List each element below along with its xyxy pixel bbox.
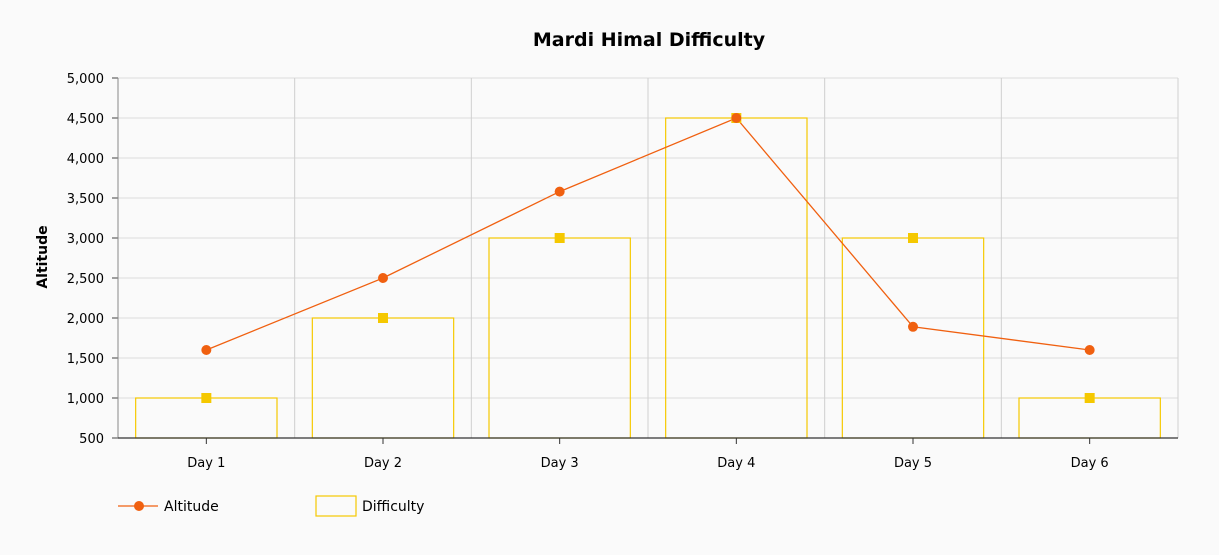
grid — [118, 77, 1179, 438]
altitude-point — [201, 345, 212, 355]
difficulty-point — [554, 233, 565, 243]
altitude-line — [206, 117, 1090, 351]
x-tick-label: Day 6 — [1071, 456, 1109, 471]
axes — [112, 77, 1178, 444]
y-tick-label: 2,000 — [67, 312, 104, 327]
altitude-point — [554, 186, 565, 197]
series-markers — [201, 113, 1095, 403]
x-tick-label: Day 5 — [894, 456, 932, 471]
legend[interactable]: Altitude Difficulty — [118, 495, 424, 517]
difficulty-bar — [311, 317, 455, 439]
legend-item-difficulty[interactable]: Difficulty — [315, 495, 424, 517]
altitude-point — [1084, 345, 1095, 355]
y-tick-label: 4,000 — [67, 152, 104, 167]
altitude-point — [908, 321, 918, 332]
legend-difficulty-label: Difficulty — [362, 499, 424, 515]
difficulty-bar — [488, 237, 631, 439]
difficulty-bar — [1018, 397, 1161, 439]
difficulty-bar — [135, 397, 278, 439]
altitude-point — [378, 273, 388, 283]
legend-altitude-marker — [134, 501, 144, 511]
y-tick-label: 3,500 — [67, 192, 104, 207]
y-tick-label: 2,500 — [67, 272, 104, 287]
legend-altitude-label: Altitude — [164, 499, 219, 515]
x-tick-labels: Day 1 Day 2 Day 3 Day 4 Day 5 Day 6 — [187, 456, 1108, 471]
altitude-polyline — [206, 117, 1090, 351]
y-tick-labels: 500 1,000 1,500 2,000 2,500 3,000 3,500 4,000 4,… — [67, 72, 104, 447]
difficulty-point — [378, 313, 388, 323]
y-axis-label: Altitude — [35, 225, 51, 288]
legend-item-altitude[interactable]: Altitude — [118, 499, 219, 515]
y-tick-label: 1,000 — [67, 392, 104, 407]
difficulty-point — [1084, 393, 1095, 403]
legend-difficulty-swatch — [315, 495, 357, 517]
x-tick-label: Day 4 — [717, 456, 755, 471]
y-tick-label: 1,500 — [67, 352, 104, 367]
chart-title: Mardi Himal Difficulty — [533, 29, 766, 51]
x-tick-label: Day 3 — [541, 456, 579, 471]
y-tick-label: 3,000 — [67, 232, 104, 247]
difficulty-point — [201, 393, 212, 403]
x-tick-label: Day 1 — [187, 456, 225, 471]
y-tick-label: 500 — [79, 432, 104, 447]
x-tick-label: Day 2 — [364, 456, 402, 471]
difficulty-point — [908, 233, 918, 243]
altitude-point — [731, 113, 742, 123]
y-tick-label: 5,000 — [67, 72, 104, 87]
y-tick-label: 4,500 — [67, 112, 104, 127]
